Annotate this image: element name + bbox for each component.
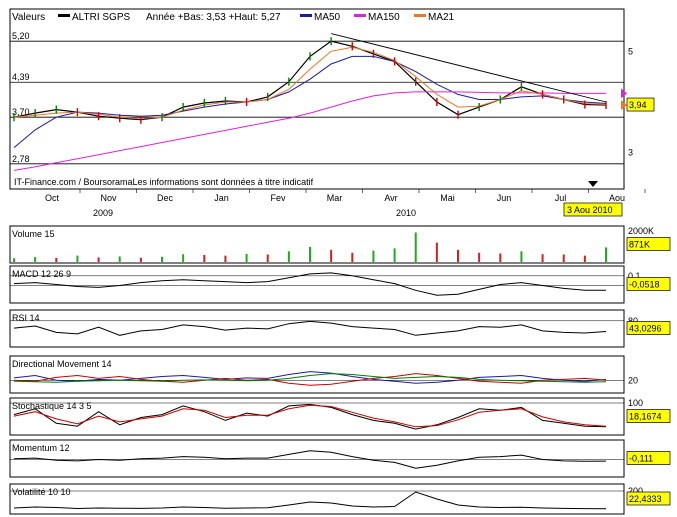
last-value-box bbox=[626, 409, 671, 423]
last-value-label: 3,94 bbox=[629, 100, 647, 110]
x-tick-label: Avr bbox=[384, 193, 397, 203]
date-badge-box bbox=[563, 202, 623, 217]
panel-title: RSI 14 bbox=[12, 313, 40, 323]
x-tick-label: Jun bbox=[497, 193, 512, 203]
panel-title: Momentum 12 bbox=[12, 443, 70, 453]
x-tick-label: Aou bbox=[609, 193, 625, 203]
series-line-volatilit-10-10 bbox=[13, 491, 607, 510]
last-value-box bbox=[626, 237, 671, 251]
x-tick-label: Nov bbox=[100, 193, 117, 203]
series-line-di- bbox=[13, 373, 607, 386]
panel-directional-movement-14: Directional Movement 14 20 bbox=[9, 355, 638, 394]
panel-frame bbox=[9, 309, 625, 348]
ma150-arrow-icon bbox=[621, 88, 627, 99]
panel-frame bbox=[9, 225, 625, 264]
panel-momentum-12: Momentum 120-0,111 bbox=[9, 439, 671, 478]
header-label: Valeurs bbox=[12, 12, 45, 23]
x-tick-label: Mai bbox=[440, 193, 455, 203]
legend-swatch-ma50 bbox=[300, 14, 312, 17]
legend-ma150: MA150 bbox=[368, 12, 400, 23]
last-value-label: 43,0296 bbox=[629, 324, 662, 334]
y-tick-label: 0,1 bbox=[628, 271, 641, 281]
header-security: ALTRI SGPS bbox=[72, 12, 130, 23]
series-line-ma21 bbox=[13, 46, 607, 119]
last-value-arrow-icon bbox=[621, 100, 627, 111]
level-label: 5,20 bbox=[12, 31, 30, 41]
panel-macd-12-26-9: MACD 12 26 90,10-0,0518 bbox=[9, 265, 671, 304]
last-value-label: 22,4333 bbox=[629, 494, 662, 504]
last-value-label: -0,111 bbox=[629, 454, 653, 464]
year-label: 2010 bbox=[396, 208, 416, 218]
last-value-label: -0,0518 bbox=[629, 280, 660, 290]
panel-frame bbox=[9, 483, 625, 515]
panel-title: MACD 12 26 9 bbox=[12, 269, 71, 279]
legend-swatch-security bbox=[58, 14, 70, 17]
header-range: Année +Bas: 3,53 +Haut: 5,27 bbox=[146, 12, 281, 23]
y-tick-label: 80 bbox=[628, 316, 638, 326]
y-tick-label: 3 bbox=[628, 148, 633, 158]
y-tick-label: 20 bbox=[628, 375, 638, 385]
price-panel: Valeurs ALTRI SGPS Année +Bas: 3,53 +Hau… bbox=[9, 8, 655, 190]
panel-title: Volume 15 bbox=[12, 229, 55, 239]
x-tick-label: Dec bbox=[157, 193, 174, 203]
panel-stochastique-14-3-5: Stochastique 14 3 5 100 18,1674 bbox=[9, 397, 671, 436]
last-value-box bbox=[626, 277, 671, 291]
legend-swatch-ma150 bbox=[354, 14, 366, 17]
panel-frame bbox=[9, 439, 625, 478]
series-line--d bbox=[13, 404, 607, 428]
series-line-momentum-12 bbox=[13, 450, 607, 469]
series-line-macd bbox=[13, 272, 606, 296]
panel-title: Volatilité 10 10 bbox=[12, 487, 71, 497]
panel-title: Stochastique 14 3 5 bbox=[12, 401, 92, 411]
y-tick-label: 100 bbox=[628, 398, 643, 408]
x-tick-label: Jan bbox=[214, 193, 229, 203]
last-value-box bbox=[626, 451, 671, 465]
level-label: 3,70 bbox=[12, 107, 30, 117]
last-value-box bbox=[626, 491, 671, 506]
series-line-ma150 bbox=[13, 91, 606, 171]
last-value-label: 871K bbox=[629, 240, 650, 250]
legend-ma50: MA50 bbox=[314, 12, 341, 23]
x-tick-label: Oct bbox=[45, 193, 60, 203]
panel-frame bbox=[9, 265, 625, 304]
current-date-marker-icon bbox=[588, 181, 598, 187]
last-value-box bbox=[626, 97, 655, 112]
last-value-label: 18,1674 bbox=[629, 412, 662, 422]
panel-frame bbox=[9, 397, 625, 436]
time-axis: Oct Nov Dec Jan Fev Mar Avr Mai Jun Jul Aou 2009 201… bbox=[45, 189, 646, 218]
level-label: 2,78 bbox=[12, 154, 30, 164]
level-label: 4,39 bbox=[12, 72, 30, 82]
y-tick-label: 2000K bbox=[628, 226, 654, 236]
trend-line bbox=[331, 33, 607, 103]
source-note: IT-Finance.com / BoursoramaLes informati… bbox=[14, 177, 314, 187]
series-line-adx bbox=[13, 373, 607, 383]
year-label: 2009 bbox=[93, 208, 113, 218]
x-tick-label: Fev bbox=[270, 193, 286, 203]
panel-volume-15: Volume 15 2000K 871K bbox=[9, 225, 671, 264]
legend-ma21: MA21 bbox=[428, 12, 455, 23]
series-line-ma50 bbox=[13, 55, 607, 148]
panel-title: Directional Movement 14 bbox=[12, 359, 112, 369]
y-tick-label: 200 bbox=[628, 486, 643, 496]
date-badge: 3 Aou 2010 bbox=[567, 205, 613, 215]
x-tick-label: Mar bbox=[327, 193, 343, 203]
x-tick-label: Jul bbox=[555, 193, 567, 203]
series-line-rsi-14 bbox=[13, 320, 607, 336]
y-tick-label: 5 bbox=[628, 46, 633, 56]
last-value-box bbox=[626, 321, 671, 335]
price-panel-frame bbox=[9, 8, 625, 190]
legend-swatch-ma21 bbox=[414, 14, 426, 17]
